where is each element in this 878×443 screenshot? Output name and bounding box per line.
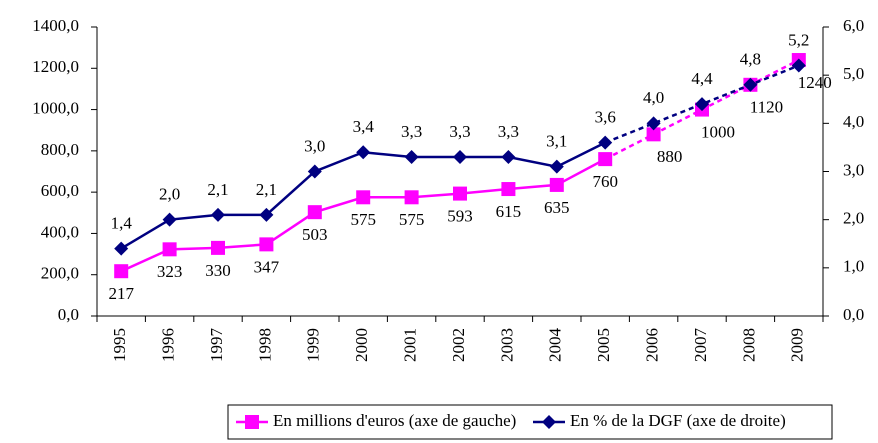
marker bbox=[598, 152, 613, 167]
marker bbox=[646, 127, 661, 142]
legend-label: En % de la DGF (axe de droite) bbox=[570, 411, 786, 430]
x-tick-label: 1997 bbox=[207, 328, 226, 363]
data-label: 880 bbox=[657, 147, 683, 166]
y-tick-label: 200,0 bbox=[41, 264, 79, 283]
marker bbox=[743, 77, 758, 92]
y-tick-label: 600,0 bbox=[41, 181, 79, 200]
data-label: 323 bbox=[157, 262, 183, 281]
y2-tick-label: 1,0 bbox=[843, 257, 864, 276]
marker bbox=[695, 97, 709, 112]
data-label: 4,8 bbox=[740, 50, 761, 69]
marker bbox=[549, 177, 564, 192]
marker bbox=[453, 150, 467, 165]
marker bbox=[646, 116, 661, 131]
marker bbox=[356, 145, 371, 160]
data-label: 2,0 bbox=[159, 185, 180, 204]
marker bbox=[356, 190, 371, 205]
data-label: 3,3 bbox=[498, 122, 519, 141]
marker bbox=[404, 150, 419, 165]
marker bbox=[259, 237, 274, 252]
x-tick-label: 2000 bbox=[352, 328, 371, 362]
data-label: 760 bbox=[592, 172, 618, 191]
x-tick-label: 2005 bbox=[594, 328, 613, 362]
data-label: 3,1 bbox=[546, 132, 567, 151]
x-tick-label: 2004 bbox=[546, 328, 565, 363]
data-label: 3,4 bbox=[353, 117, 375, 136]
y2-tick-label: 6,0 bbox=[843, 16, 864, 35]
y2-tick-label: 2,0 bbox=[843, 209, 864, 228]
marker bbox=[307, 164, 322, 179]
data-label: 593 bbox=[447, 206, 473, 225]
marker bbox=[404, 190, 419, 205]
data-label: 3,6 bbox=[595, 108, 616, 127]
marker bbox=[501, 150, 516, 165]
marker bbox=[211, 207, 225, 222]
y-tick-label: 1200,0 bbox=[32, 57, 79, 76]
data-label: 347 bbox=[254, 257, 280, 276]
x-tick-label: 2001 bbox=[401, 328, 420, 362]
y2-tick-label: 5,0 bbox=[843, 64, 864, 83]
data-label: 3,3 bbox=[449, 122, 470, 141]
data-label: 3,0 bbox=[304, 136, 325, 155]
x-tick-label: 1998 bbox=[255, 328, 274, 362]
data-label: 3,3 bbox=[401, 122, 422, 141]
data-label: 2,1 bbox=[207, 180, 228, 199]
x-tick-label: 1996 bbox=[159, 328, 178, 362]
data-label: 5,2 bbox=[788, 30, 809, 49]
data-label: 2,1 bbox=[256, 180, 277, 199]
data-label: 503 bbox=[302, 225, 328, 244]
data-label: 575 bbox=[399, 210, 425, 229]
marker bbox=[211, 240, 225, 255]
y2-tick-label: 3,0 bbox=[843, 160, 864, 179]
data-label: 4,4 bbox=[691, 69, 713, 88]
data-label: 1,4 bbox=[111, 213, 133, 232]
data-label: 330 bbox=[205, 261, 231, 280]
y-tick-label: 800,0 bbox=[41, 140, 79, 159]
data-label: 1000 bbox=[701, 122, 735, 141]
marker bbox=[162, 242, 177, 257]
x-tick-label: 2002 bbox=[449, 328, 468, 362]
data-label: 217 bbox=[108, 284, 134, 303]
data-label: 1120 bbox=[750, 98, 783, 117]
data-label: 635 bbox=[544, 198, 570, 217]
marker bbox=[453, 186, 467, 201]
x-tick-label: 2009 bbox=[788, 328, 807, 362]
x-tick-label: 1999 bbox=[304, 328, 323, 362]
data-label: 1240 bbox=[798, 73, 832, 92]
marker bbox=[549, 159, 564, 174]
legend-marker bbox=[542, 415, 556, 429]
legend-box bbox=[227, 404, 833, 440]
projection-line bbox=[604, 64, 800, 144]
legend-marker bbox=[245, 415, 259, 429]
marker bbox=[598, 135, 613, 150]
x-tick-label: 2006 bbox=[643, 328, 662, 362]
data-label: 4,0 bbox=[643, 88, 664, 107]
marker bbox=[307, 205, 322, 220]
y2-tick-label: 4,0 bbox=[843, 112, 864, 131]
y-tick-label: 400,0 bbox=[41, 222, 79, 241]
legend-label: En millions d'euros (axe de gauche) bbox=[273, 411, 516, 430]
data-label: 615 bbox=[496, 202, 522, 221]
x-tick-label: 2008 bbox=[739, 328, 758, 362]
marker bbox=[114, 241, 129, 256]
marker bbox=[791, 58, 806, 73]
x-tick-label: 2003 bbox=[497, 328, 516, 362]
y-tick-label: 0,0 bbox=[58, 305, 79, 324]
marker bbox=[259, 207, 274, 222]
x-tick-label: 1995 bbox=[110, 328, 129, 362]
y-tick-label: 1400,0 bbox=[32, 16, 79, 35]
marker bbox=[501, 182, 516, 197]
marker bbox=[114, 264, 129, 279]
y-tick-label: 1000,0 bbox=[32, 98, 79, 117]
data-label: 575 bbox=[350, 210, 376, 229]
x-tick-label: 2007 bbox=[691, 328, 710, 363]
marker bbox=[162, 212, 177, 227]
y2-tick-label: 0,0 bbox=[843, 305, 864, 324]
